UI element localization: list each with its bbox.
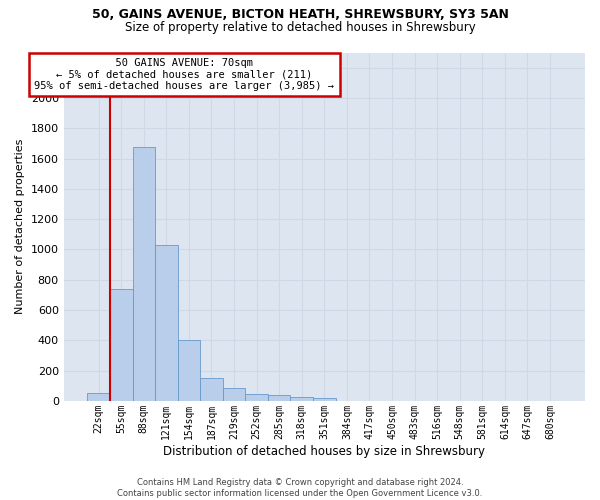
Bar — [110, 289, 133, 401]
Bar — [268, 395, 290, 401]
Bar — [178, 340, 200, 401]
Text: Contains HM Land Registry data © Crown copyright and database right 2024.
Contai: Contains HM Land Registry data © Crown c… — [118, 478, 482, 498]
Text: 50, GAINS AVENUE, BICTON HEATH, SHREWSBURY, SY3 5AN: 50, GAINS AVENUE, BICTON HEATH, SHREWSBU… — [92, 8, 508, 20]
Bar — [155, 245, 178, 401]
Bar — [245, 394, 268, 401]
Bar — [88, 394, 110, 401]
X-axis label: Distribution of detached houses by size in Shrewsbury: Distribution of detached houses by size … — [163, 444, 485, 458]
Bar — [200, 378, 223, 401]
Text: Size of property relative to detached houses in Shrewsbury: Size of property relative to detached ho… — [125, 21, 475, 34]
Bar — [223, 388, 245, 401]
Y-axis label: Number of detached properties: Number of detached properties — [15, 139, 25, 314]
Bar — [313, 398, 335, 401]
Bar — [290, 396, 313, 401]
Bar — [133, 147, 155, 401]
Text: 50 GAINS AVENUE: 70sqm  
← 5% of detached houses are smaller (211)
95% of semi-d: 50 GAINS AVENUE: 70sqm ← 5% of detached … — [34, 58, 334, 91]
